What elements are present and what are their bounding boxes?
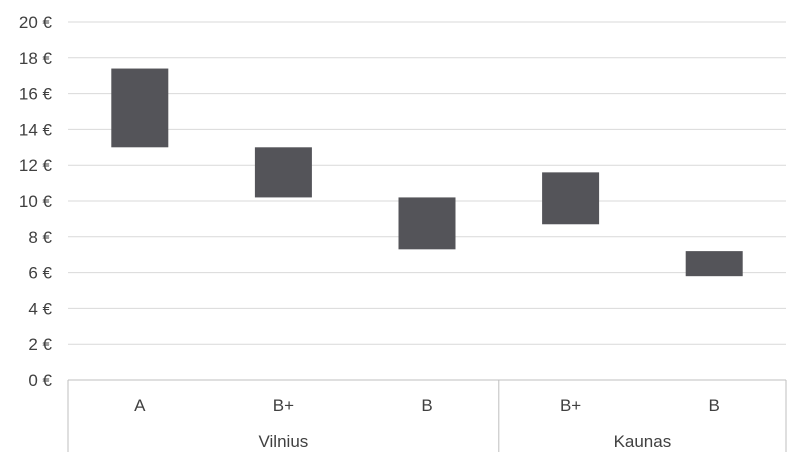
y-tick-label: 4 € bbox=[28, 299, 52, 318]
group-label: Kaunas bbox=[614, 432, 672, 451]
y-tick-label: 20 € bbox=[19, 13, 53, 32]
y-tick-label: 2 € bbox=[28, 335, 52, 354]
y-tick-label: 12 € bbox=[19, 156, 53, 175]
range-bar bbox=[254, 147, 312, 198]
y-tick-label: 16 € bbox=[19, 85, 53, 104]
y-axis-tick-labels: 0 € 2 € 4 € 6 € 8 € 10 € 12 € 14 € 16 € 18 € 20 € bbox=[19, 13, 53, 390]
category-label: B+ bbox=[560, 396, 581, 415]
y-tick-label: 8 € bbox=[28, 228, 52, 247]
range-bar bbox=[685, 251, 743, 277]
y-tick-label: 10 € bbox=[19, 192, 53, 211]
y-tick-label: 6 € bbox=[28, 264, 52, 283]
range-bar bbox=[542, 172, 600, 225]
category-label: A bbox=[134, 396, 146, 415]
y-tick-label: 14 € bbox=[19, 120, 53, 139]
group-label: Vilnius bbox=[259, 432, 309, 451]
category-label: B bbox=[709, 396, 720, 415]
range-bars bbox=[111, 68, 743, 277]
range-bar bbox=[111, 68, 169, 148]
x-axis: A B+ B Vilnius B+ B Kaunas bbox=[67, 380, 787, 452]
y-tick-label: 18 € bbox=[19, 49, 53, 68]
y-tick-label: 0 € bbox=[28, 371, 52, 390]
range-bar bbox=[398, 197, 456, 250]
category-label: B+ bbox=[273, 396, 294, 415]
category-label: B bbox=[421, 396, 432, 415]
